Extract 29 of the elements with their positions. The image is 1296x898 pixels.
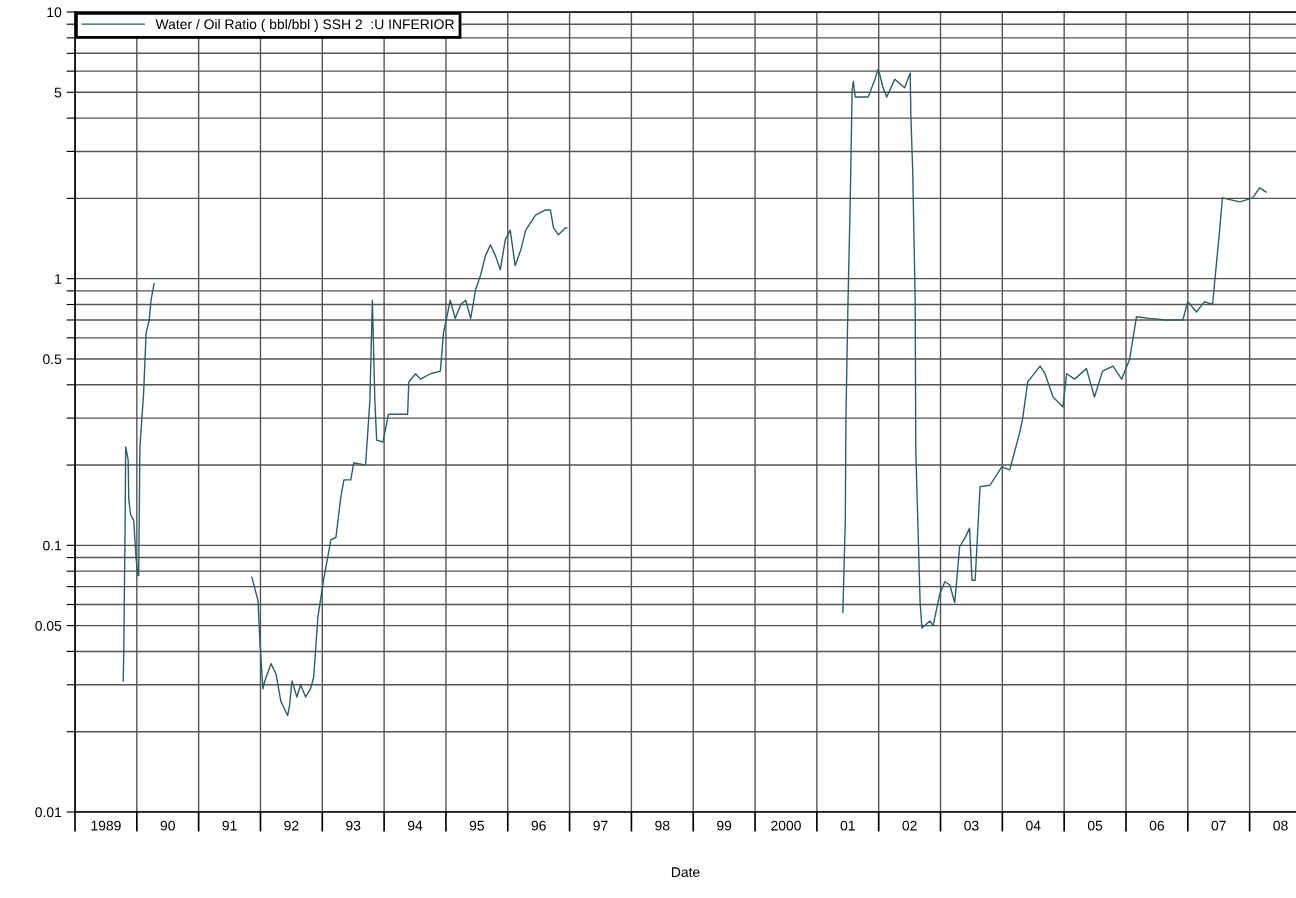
x-tick-label: 01 [840, 820, 855, 831]
x-tick-label: 03 [964, 820, 979, 831]
x-tick-label: 04 [1026, 820, 1041, 831]
legend-label: Water / Oil Ratio ( bbl/bbl ) SSH 2 :U INFERIOR [155, 18, 454, 32]
x-tick-label: 98 [655, 820, 670, 831]
x-tick-label: 2000 [771, 820, 801, 831]
x-tick-label: 93 [346, 820, 361, 831]
y-tick-label: 10 [47, 7, 62, 18]
x-tick-label: 91 [222, 820, 237, 831]
x-tick-label: 94 [407, 820, 423, 831]
x-tick-label: 95 [469, 820, 484, 831]
y-tick-label: 0.05 [35, 620, 62, 631]
x-tick-label: 05 [1087, 820, 1103, 831]
y-tick-label: 0.01 [35, 807, 62, 818]
x-axis-title: Date [671, 867, 700, 878]
x-tick-label: 96 [531, 820, 546, 831]
x-tick-label: 99 [717, 820, 732, 831]
x-tick-label: 92 [284, 820, 299, 831]
y-tick-label: 1 [55, 274, 62, 284]
x-tick-label: 08 [1273, 820, 1288, 831]
y-tick-label: 0.5 [43, 354, 62, 365]
x-tick-label: 02 [902, 820, 917, 831]
x-tick-label: 1989 [91, 820, 121, 831]
x-tick-label: 06 [1149, 820, 1165, 831]
x-tick-label: 90 [160, 820, 175, 831]
x-tick-label: 97 [593, 820, 608, 831]
y-tick-label: 5 [54, 87, 62, 98]
x-tick-label: 07 [1211, 820, 1226, 831]
y-tick-label: 0.1 [43, 540, 62, 551]
